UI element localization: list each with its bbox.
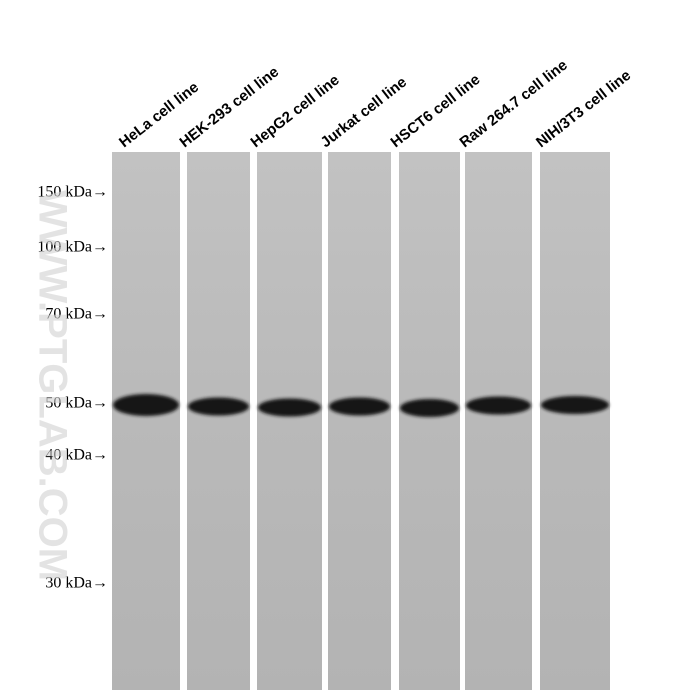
band: [400, 399, 459, 417]
lane: [257, 152, 322, 690]
marker-label: 100 kDa→: [37, 239, 108, 256]
lane: [187, 152, 250, 690]
band: [113, 394, 179, 416]
lane: [540, 152, 610, 690]
lane: [465, 152, 532, 690]
lane: [112, 152, 180, 690]
band: [541, 396, 609, 414]
marker-label: 50 kDa→: [45, 395, 108, 412]
band: [258, 398, 321, 417]
marker-label: 70 kDa→: [45, 306, 108, 323]
band: [329, 397, 390, 416]
watermark: WWW.PTGLAB.COM: [30, 190, 74, 581]
marker-label: 30 kDa→: [45, 575, 108, 592]
band: [188, 397, 249, 416]
lane: [328, 152, 391, 690]
markers: 150 kDa→ 100 kDa→ 70 kDa→ 50 kDa→ 40 kDa→ 30 …: [37, 184, 108, 592]
marker-label: 40 kDa→: [45, 447, 108, 464]
band: [466, 396, 531, 415]
marker-label: 150 kDa→: [37, 184, 108, 201]
lane: [399, 152, 460, 690]
